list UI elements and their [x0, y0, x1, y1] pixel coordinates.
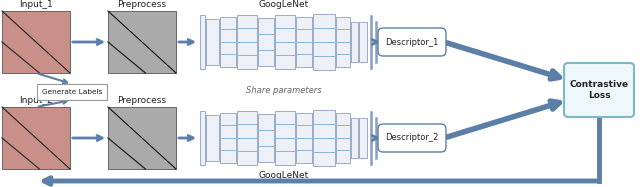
Bar [206, 115, 219, 161]
Bar [336, 17, 350, 67]
Bar [351, 118, 358, 158]
Bar [359, 118, 367, 158]
Text: Generate Labels: Generate Labels [42, 89, 102, 95]
Text: GoogLeNet: GoogLeNet [259, 171, 309, 180]
Bar [220, 17, 236, 67]
Bar [220, 113, 236, 163]
FancyBboxPatch shape [378, 124, 446, 152]
Bar [2, 107, 70, 169]
Bar [351, 22, 358, 62]
Bar [296, 113, 312, 163]
Text: Preprocess: Preprocess [118, 0, 166, 9]
Bar [237, 111, 257, 165]
FancyBboxPatch shape [37, 84, 107, 100]
Bar [313, 110, 335, 166]
FancyBboxPatch shape [564, 63, 634, 117]
Bar [275, 111, 295, 165]
Text: Input_1: Input_1 [19, 0, 53, 9]
Text: Descriptor_2: Descriptor_2 [385, 134, 438, 142]
Bar [237, 15, 257, 69]
Bar [275, 15, 295, 69]
Bar [296, 17, 312, 67]
Text: Input_2: Input_2 [19, 96, 53, 105]
Bar [258, 114, 274, 162]
Text: Preprocess: Preprocess [118, 96, 166, 105]
Text: Contrastive
Loss: Contrastive Loss [570, 80, 628, 100]
Bar [200, 15, 205, 69]
FancyBboxPatch shape [378, 28, 446, 56]
Bar [108, 107, 176, 169]
Bar [2, 11, 70, 73]
Bar [313, 14, 335, 70]
Text: Descriptor_1: Descriptor_1 [385, 38, 438, 47]
Bar [258, 18, 274, 66]
Bar [108, 11, 176, 73]
Bar [359, 22, 367, 62]
Text: Share parameters: Share parameters [246, 85, 322, 94]
Bar [206, 19, 219, 65]
Bar [200, 111, 205, 165]
Bar [336, 113, 350, 163]
Text: GoogLeNet: GoogLeNet [259, 0, 309, 9]
